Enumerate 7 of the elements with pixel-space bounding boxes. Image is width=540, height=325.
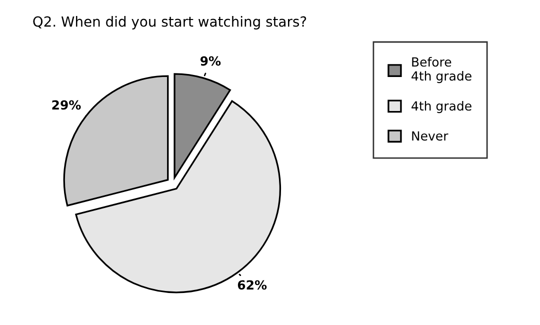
legend-label: Before 4th grade xyxy=(412,57,472,84)
data-label: 62% xyxy=(238,280,267,290)
data-label: 29% xyxy=(52,100,81,110)
data-label: 9% xyxy=(200,56,221,66)
legend-label: Never xyxy=(412,131,448,141)
legend-label: 4th grade xyxy=(412,100,472,114)
chart-title: Q2. When did you start watching stars? xyxy=(33,16,306,30)
